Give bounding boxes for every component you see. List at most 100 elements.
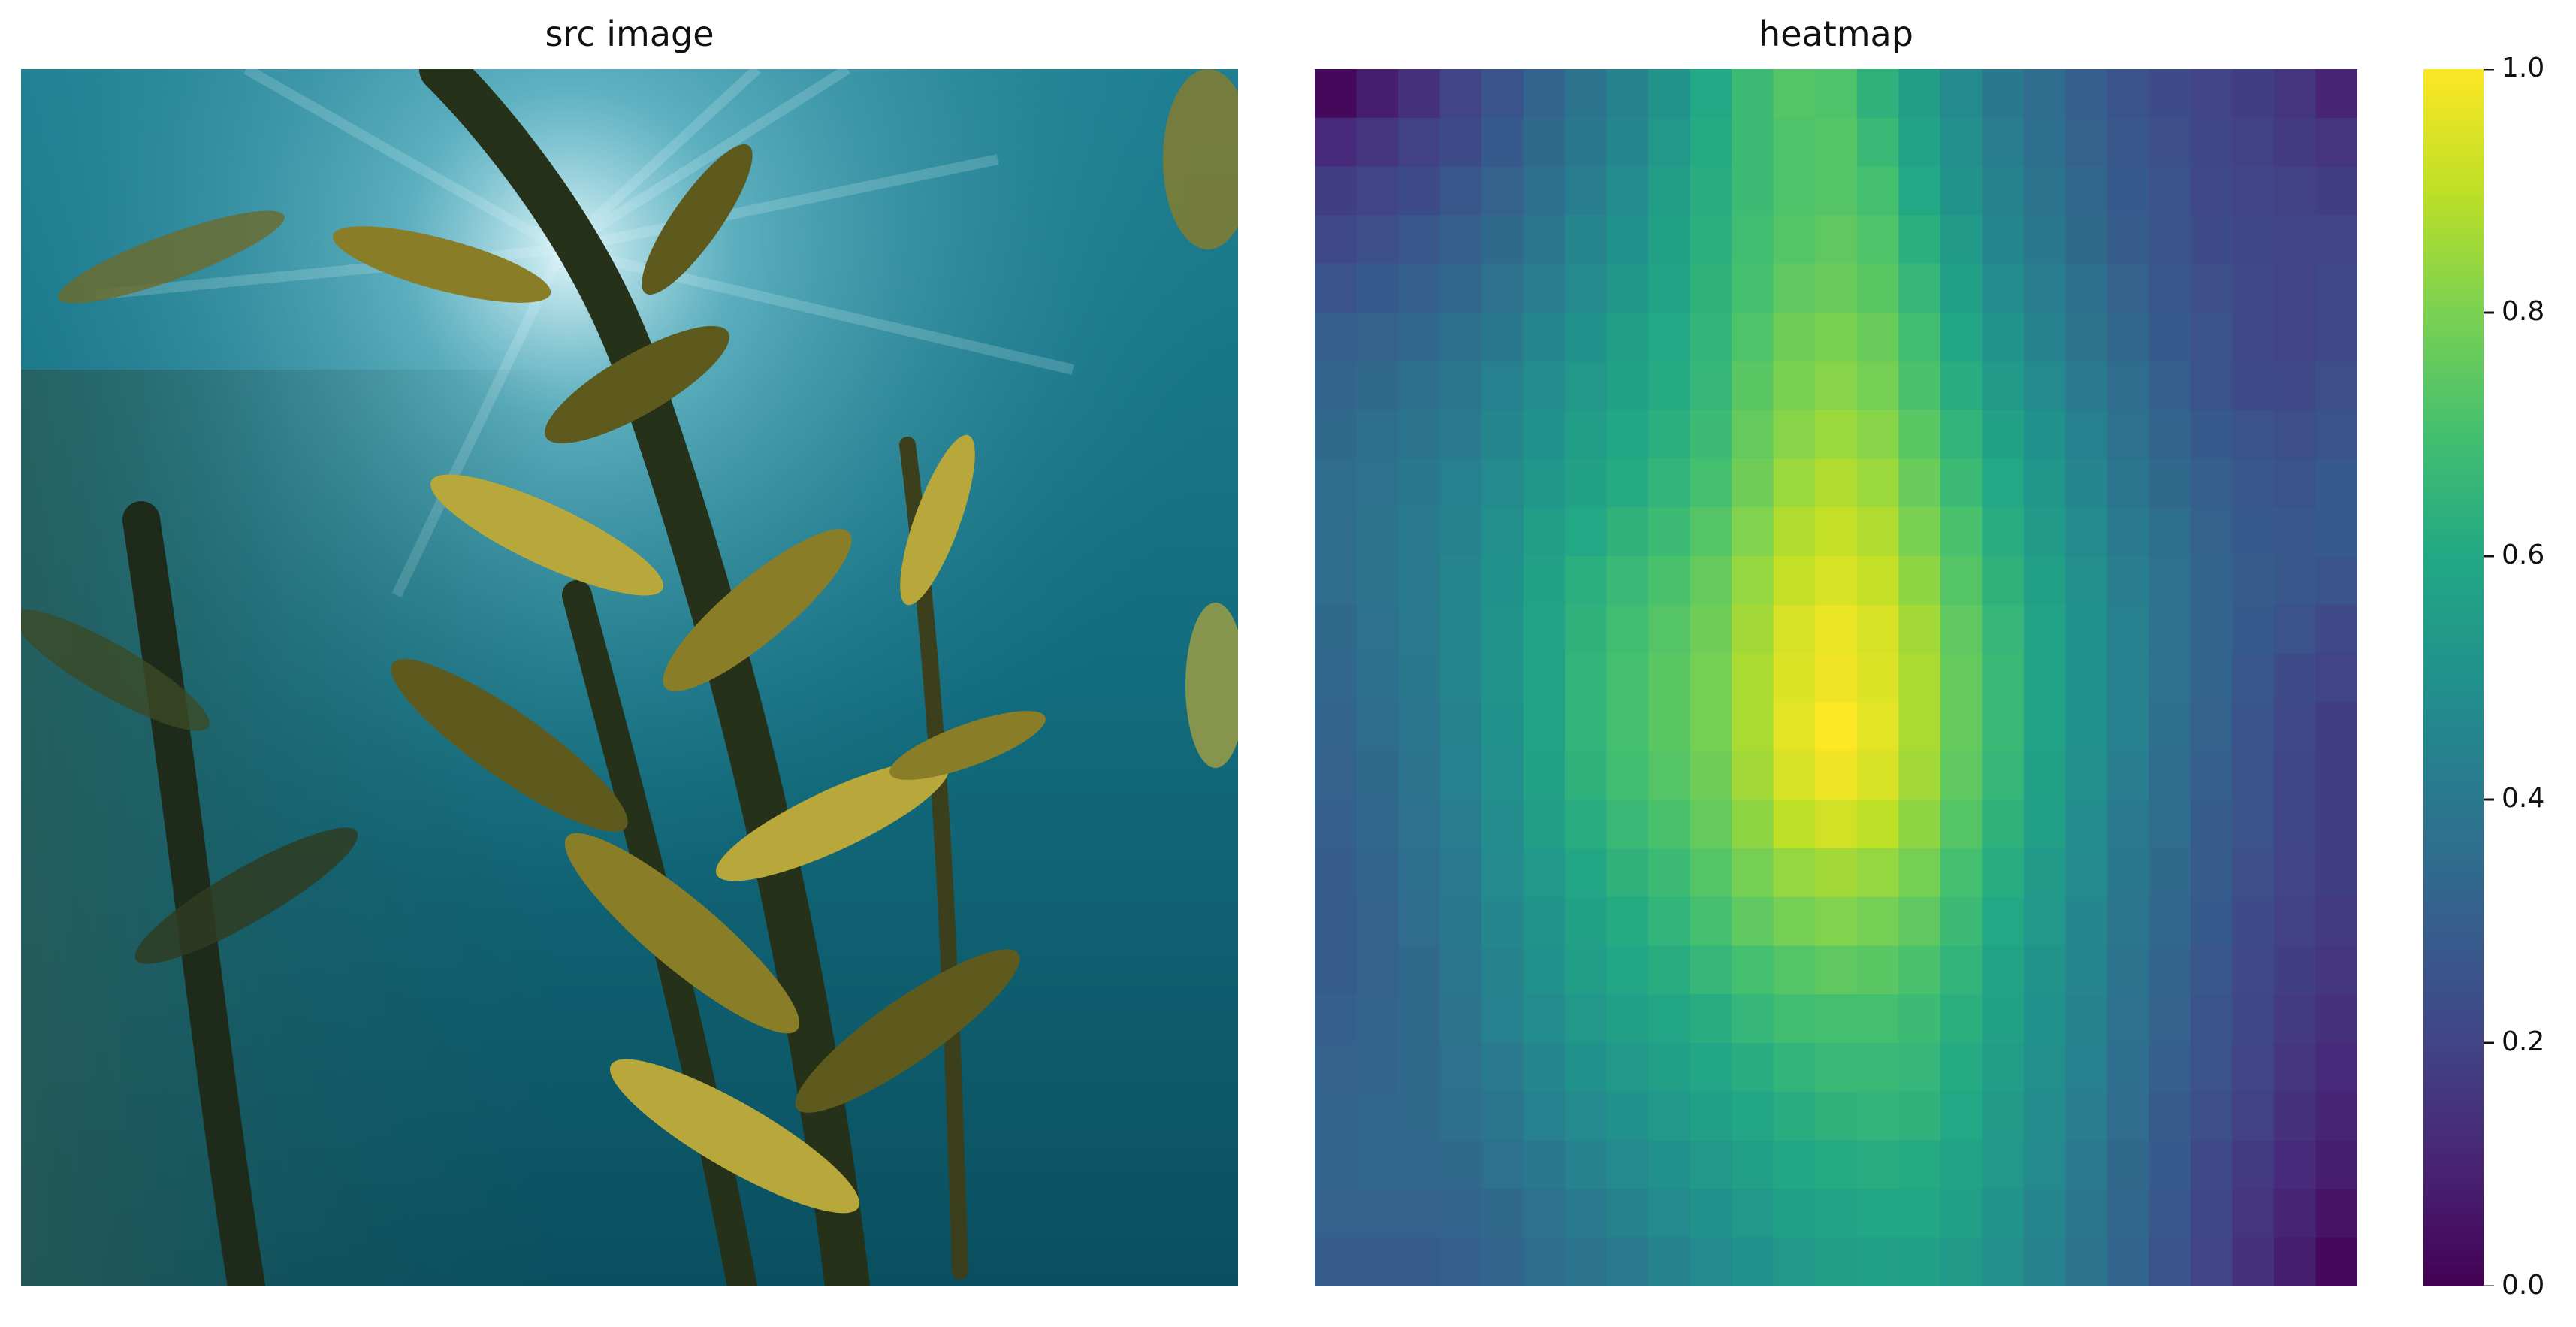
heatmap-cell: [1982, 702, 2025, 751]
heatmap-cell: [1398, 1091, 1441, 1141]
heatmap-cell: [2190, 410, 2233, 459]
heatmap-cell: [2190, 556, 2233, 606]
heatmap-cell: [2232, 410, 2275, 459]
heatmap-cell: [1856, 410, 1899, 459]
heatmap-cell: [1982, 458, 2025, 508]
heatmap-cell: [1439, 848, 1482, 898]
heatmap-cell: [1398, 1140, 1441, 1189]
heatmap-cell: [1898, 313, 1941, 362]
heatmap-cell: [1481, 458, 1524, 508]
heatmap-cell: [1398, 215, 1441, 264]
heatmap-cell: [1898, 458, 1941, 508]
heatmap-cell: [1982, 751, 2025, 800]
heatmap-cell: [1732, 1238, 1774, 1286]
heatmap-cell: [1481, 215, 1524, 264]
heatmap-cell: [1690, 702, 1732, 751]
heatmap-cell: [2273, 1189, 2317, 1238]
heatmap-cell: [1773, 264, 1816, 313]
heatmap-cell: [1606, 458, 1649, 508]
heatmap-cell: [2065, 458, 2108, 508]
heatmap-cell: [1439, 313, 1482, 362]
heatmap-cell: [2149, 69, 2191, 119]
heatmap-cell: [2273, 215, 2317, 264]
heatmap-cell: [1523, 264, 1566, 313]
heatmap-cell: [2315, 410, 2357, 459]
heatmap-cell: [1315, 69, 1357, 119]
heatmap-cell: [1898, 604, 1941, 654]
heatmap-cell: [2106, 1091, 2149, 1141]
heatmap-cell: [1606, 556, 1649, 606]
heatmap-cell: [1481, 556, 1524, 606]
heatmap-cell: [1315, 1189, 1357, 1238]
heatmap-cell: [1982, 848, 2025, 898]
heatmap-cell: [2232, 264, 2275, 313]
heatmap-cell: [1856, 117, 1899, 168]
heatmap-cell: [2273, 410, 2317, 459]
heatmap-cell: [1815, 604, 1858, 654]
heatmap-cell: [1481, 945, 1524, 995]
heatmap-cell: [1773, 507, 1816, 557]
heatmap-cell: [1732, 556, 1774, 606]
heatmap-cell: [1398, 1238, 1441, 1286]
heatmap-cell: [1690, 1140, 1732, 1189]
heatmap-cell: [1648, 556, 1691, 606]
heatmap-cell: [1940, 556, 1983, 606]
heatmap-cell: [2190, 800, 2233, 849]
heatmap-cell: [2315, 215, 2357, 264]
heatmap-cell: [1648, 800, 1691, 849]
heatmap-cell: [2023, 848, 2066, 898]
heatmap-cell: [1606, 1043, 1649, 1093]
heatmap-cell: [1940, 653, 1983, 703]
heatmap-cell: [2023, 896, 2066, 946]
heatmap-cell: [1523, 1091, 1566, 1141]
heatmap-cell: [1815, 800, 1858, 849]
heatmap-cell: [1523, 702, 1566, 751]
heatmap-cell: [2315, 556, 2357, 606]
heatmap-cell: [1773, 117, 1816, 168]
heatmap-title: heatmap: [1759, 14, 1913, 54]
heatmap-cell: [1481, 994, 1524, 1044]
heatmap-cell: [1690, 264, 1732, 313]
heatmap-cell: [1523, 313, 1566, 362]
heatmap-cell: [1940, 1140, 1983, 1189]
heatmap-cell: [1898, 1140, 1941, 1189]
heatmap-cell: [1356, 458, 1399, 508]
heatmap-cell: [2232, 604, 2275, 654]
heatmap-cell: [1940, 313, 1983, 362]
heatmap-cell: [1439, 1043, 1482, 1093]
heatmap-cell: [2149, 994, 2191, 1044]
colorbar-tick-label: 0.6: [2502, 540, 2545, 570]
heatmap-cell: [1690, 896, 1732, 946]
heatmap-cell: [2023, 702, 2066, 751]
heatmap-cell: [2315, 117, 2357, 168]
colorbar: [2423, 69, 2494, 1286]
heatmap-cell: [2273, 313, 2317, 362]
heatmap-cell: [1732, 410, 1774, 459]
heatmap-cell: [1439, 264, 1482, 313]
heatmap-cell: [1398, 800, 1441, 849]
heatmap-cell: [1648, 69, 1691, 119]
heatmap-cell: [2149, 1140, 2191, 1189]
heatmap-cell: [2149, 117, 2191, 168]
heatmap-cell: [1690, 313, 1732, 362]
heatmap-cell: [2023, 264, 2066, 313]
heatmap-cell: [1815, 556, 1858, 606]
heatmap-cell: [1690, 361, 1732, 411]
heatmap-cell: [2315, 751, 2357, 800]
heatmap-cell: [1439, 702, 1482, 751]
heatmap-cell: [1773, 215, 1816, 264]
heatmap-cell: [1856, 507, 1899, 557]
heatmap-cell: [1565, 507, 1608, 557]
heatmap-cell: [1773, 896, 1816, 946]
heatmap-cell: [1690, 215, 1732, 264]
heatmap-cell: [1940, 215, 1983, 264]
heatmap-cell: [1690, 800, 1732, 849]
heatmap-cell: [1565, 1043, 1608, 1093]
heatmap-cell: [1815, 507, 1858, 557]
heatmap-cell: [1606, 69, 1649, 119]
heatmap-cell: [1315, 361, 1357, 411]
heatmap-cell: [1898, 1043, 1941, 1093]
heatmap-cell: [1773, 1043, 1816, 1093]
heatmap-cell: [1315, 410, 1357, 459]
heatmap-cell: [1481, 410, 1524, 459]
